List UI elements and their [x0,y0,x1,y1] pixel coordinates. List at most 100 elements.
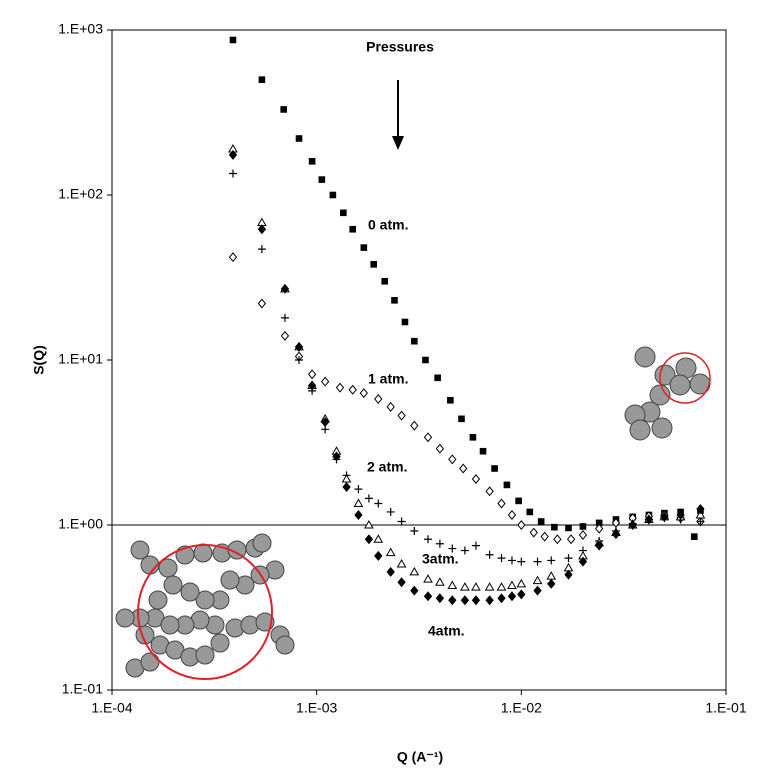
marker [386,566,395,577]
particle [193,543,213,563]
y-tick-label: 1.E+03 [58,21,103,37]
y-tick-label: 1.E+00 [58,516,103,532]
y-tick-label: 1.E+02 [58,186,103,202]
marker [410,585,419,596]
marker [469,434,477,441]
marker [579,523,587,530]
marker [228,252,238,263]
marker [280,313,289,322]
marker [644,514,654,525]
marker [342,481,351,492]
marker [491,465,498,472]
marker [295,356,304,364]
marker [529,527,538,538]
marker [551,523,558,531]
marker [348,384,357,395]
plot-frame [111,29,727,691]
marker [676,510,685,520]
marker [660,511,669,522]
marker [401,318,409,326]
marker [397,577,406,588]
marker [257,224,267,235]
particle [140,652,160,672]
y-tick-label: 1.E+01 [58,351,103,367]
marker [537,518,545,525]
marker [471,582,481,591]
marker [374,550,383,561]
particle [252,533,272,553]
marker [595,519,603,527]
marker [422,356,429,364]
marker [396,559,407,568]
marker [435,593,445,604]
marker [547,578,556,589]
marker [320,417,330,428]
marker [532,575,543,585]
marker [228,169,237,178]
cluster-illustrations [115,346,711,680]
marker [257,298,267,309]
particle [649,384,671,406]
marker [594,540,604,551]
marker [611,529,621,540]
marker [507,510,517,520]
marker [533,557,542,566]
marker [447,580,458,589]
particle [669,374,691,396]
arrow-head [392,136,404,150]
marker [364,519,374,529]
series-label: 4atm. [428,623,465,639]
marker [340,209,347,217]
marker [410,526,419,535]
marker [370,261,378,268]
marker [547,556,556,565]
marker [553,534,562,545]
marker [564,554,573,563]
marker [540,531,549,542]
marker [578,529,588,540]
marker [690,533,698,540]
x-axis-label: Q (A⁻¹) [397,749,443,765]
x-tick-label: 1.E-03 [296,700,337,716]
marker [307,380,317,391]
marker [516,578,527,588]
marker [448,454,457,465]
marker [447,396,454,404]
marker [385,547,396,557]
particle [130,540,150,560]
marker [295,135,303,142]
marker [374,499,383,508]
marker [696,517,705,526]
marker [507,556,516,565]
marker [374,394,383,405]
marker [458,415,465,423]
marker [485,486,494,497]
particle [115,608,135,628]
marker [485,550,494,559]
marker [391,297,398,304]
cluster-ring [659,352,711,404]
marker [497,498,506,509]
marker [257,245,266,254]
marker [484,582,495,591]
marker [594,523,604,534]
x-tick-label: 1.E-01 [705,700,746,716]
particle [148,590,168,610]
marker [386,507,395,516]
marker [471,541,480,550]
marker [307,369,317,380]
marker [354,510,363,520]
marker [515,497,522,505]
marker [410,420,419,431]
particle [255,612,275,632]
marker [397,517,406,526]
x-tick-label: 1.E-04 [91,700,132,716]
particle [163,575,183,595]
series-label: 1 atm. [368,371,408,387]
marker [471,595,481,606]
marker [496,582,507,591]
marker [386,401,395,412]
particle [160,615,180,635]
